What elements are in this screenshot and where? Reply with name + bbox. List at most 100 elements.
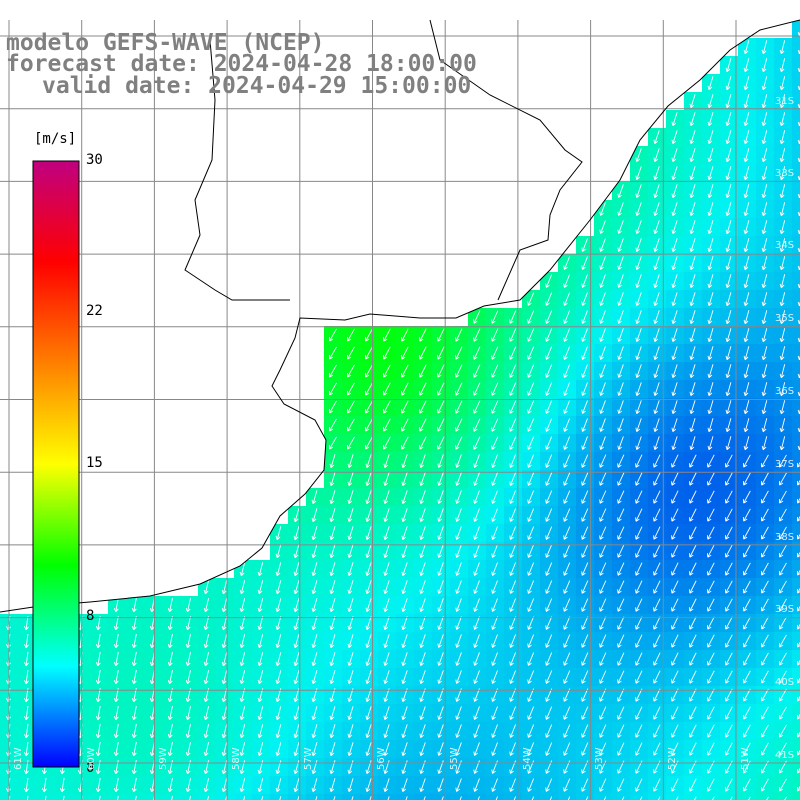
wind-arrow (689, 166, 696, 181)
wind-arrow (455, 490, 462, 504)
wind-arrow (796, 497, 800, 504)
wind-arrow (135, 796, 137, 800)
wind-arrow (293, 526, 300, 541)
wind-arrow (761, 472, 769, 486)
wind-arrow (185, 778, 191, 793)
wind-arrow (635, 562, 643, 576)
wind-arrow (689, 670, 697, 684)
wind-arrow (59, 778, 65, 793)
wind-cell (540, 794, 559, 800)
wind-arrow (725, 166, 732, 181)
wind-arrow (761, 634, 769, 648)
wind-cell (792, 56, 800, 75)
wind-arrow (131, 724, 137, 739)
wind-arrow (383, 382, 391, 396)
wind-arrow (24, 652, 29, 667)
wind-arrow (635, 184, 642, 198)
wind-arrow (725, 238, 732, 253)
wind-arrow (725, 616, 733, 630)
wind-arrow (477, 796, 480, 800)
wind-cell (792, 542, 800, 561)
wind-cell (792, 308, 800, 327)
wind-arrow (437, 418, 445, 432)
wind-arrow (581, 364, 588, 378)
lon-label: 55W (449, 747, 460, 770)
wind-arrow (401, 634, 408, 648)
wind-arrow (778, 634, 787, 648)
wind-cell (468, 794, 487, 800)
wind-arrow (401, 580, 408, 594)
wind-arrow (531, 796, 535, 800)
wind-arrow (743, 598, 751, 612)
wind-arrow (581, 508, 589, 522)
wind-arrow (203, 580, 210, 595)
wind-arrow (761, 400, 768, 415)
wind-arrow (293, 706, 300, 721)
wind-arrow (635, 148, 642, 162)
wind-arrow (563, 472, 571, 486)
wind-arrow (185, 634, 191, 649)
wind-arrow (311, 526, 318, 541)
wind-arrow (653, 328, 660, 342)
wind-arrow (293, 616, 300, 631)
wind-arrow (635, 598, 643, 612)
wind-cell (756, 794, 775, 800)
wind-arrow (221, 742, 228, 757)
lon-label: 52W (667, 747, 678, 770)
wind-arrow (778, 778, 787, 792)
wind-arrow (347, 706, 354, 721)
wind-arrow (725, 94, 732, 109)
wind-cell (18, 794, 37, 800)
wind-arrow (725, 724, 733, 738)
wind-arrow (743, 220, 750, 235)
wind-arrow (653, 652, 661, 666)
wind-arrow (563, 400, 571, 414)
wind-arrow (653, 148, 660, 162)
wind-arrow (239, 778, 246, 793)
wind-arrow (491, 364, 499, 378)
wind-arrow (437, 400, 445, 414)
wind-arrow (689, 274, 696, 289)
wind-arrow (383, 652, 390, 666)
wind-arrow (473, 346, 481, 360)
wind-arrow (419, 742, 426, 756)
wind-cell (36, 794, 55, 800)
wind-arrow (635, 724, 643, 738)
wind-cell (378, 794, 397, 800)
wind-arrow (437, 652, 444, 666)
graticule (0, 20, 800, 800)
wind-arrow (761, 490, 769, 504)
wind-arrow (617, 508, 625, 522)
wind-arrow (545, 724, 553, 738)
wind-arrow (585, 796, 589, 800)
wind-arrow (113, 724, 119, 739)
wind-arrow (419, 508, 426, 522)
wind-arrow (707, 688, 715, 702)
wind-arrow (743, 400, 750, 415)
wind-arrow (419, 724, 426, 738)
wind-arrow (275, 706, 282, 721)
wind-arrow (653, 184, 660, 198)
wind-arrow (671, 490, 679, 504)
model-title: modelo GEFS-WAVE (NCEP) (6, 30, 325, 56)
wind-arrow (761, 274, 768, 289)
wind-arrow (293, 670, 300, 685)
wind-arrow (635, 490, 643, 504)
wind-arrow (545, 598, 553, 612)
wind-arrow (707, 382, 714, 397)
wind-arrow (239, 562, 246, 577)
wind-arrow (778, 688, 787, 702)
wind-arrow (779, 148, 786, 163)
wind-arrow (653, 778, 661, 792)
wind-arrow (743, 508, 751, 522)
wind-arrow (419, 562, 426, 576)
wind-arrow (311, 562, 318, 577)
wind-arrow (725, 58, 732, 73)
wind-arrow (329, 454, 336, 469)
wind-arrow (347, 562, 354, 577)
wind-arrow (221, 616, 228, 631)
wind-arrow (401, 526, 408, 540)
wind-arrow (315, 796, 318, 800)
wind-arrow (185, 616, 191, 631)
